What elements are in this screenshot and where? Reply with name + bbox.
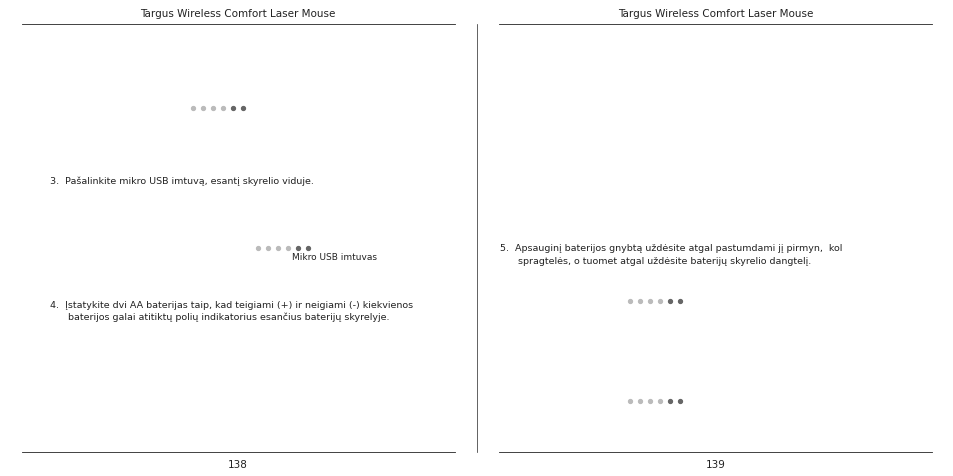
Text: 4.  Įstatykite dvi AA baterijas taip, kad teigiami (+) ir neigiami (-) kiekvieno: 4. Įstatykite dvi AA baterijas taip, kad… — [50, 300, 413, 309]
Text: Targus Wireless Comfort Laser Mouse: Targus Wireless Comfort Laser Mouse — [140, 9, 335, 19]
Text: 139: 139 — [705, 459, 725, 469]
Text: 138: 138 — [228, 459, 248, 469]
Text: Targus Wireless Comfort Laser Mouse: Targus Wireless Comfort Laser Mouse — [618, 9, 813, 19]
Text: 5.  Apsauginį baterijos gnybtą uždėsite atgal pastumdami jį pirmyn,  kol: 5. Apsauginį baterijos gnybtą uždėsite a… — [499, 244, 841, 253]
Text: baterijos galai atitiktų polių indikatorius esančius baterijų skyrelyje.: baterijos galai atitiktų polių indikator… — [50, 312, 389, 321]
Text: Mikro USB imtuvas: Mikro USB imtuvas — [293, 252, 377, 261]
Text: 3.  Pašalinkite mikro USB imtuvą, esantį skyrelio viduje.: 3. Pašalinkite mikro USB imtuvą, esantį … — [50, 176, 314, 185]
Text: spragtelės, o tuomet atgal uždėsite baterijų skyrelio dangtelį.: spragtelės, o tuomet atgal uždėsite bate… — [499, 256, 810, 265]
